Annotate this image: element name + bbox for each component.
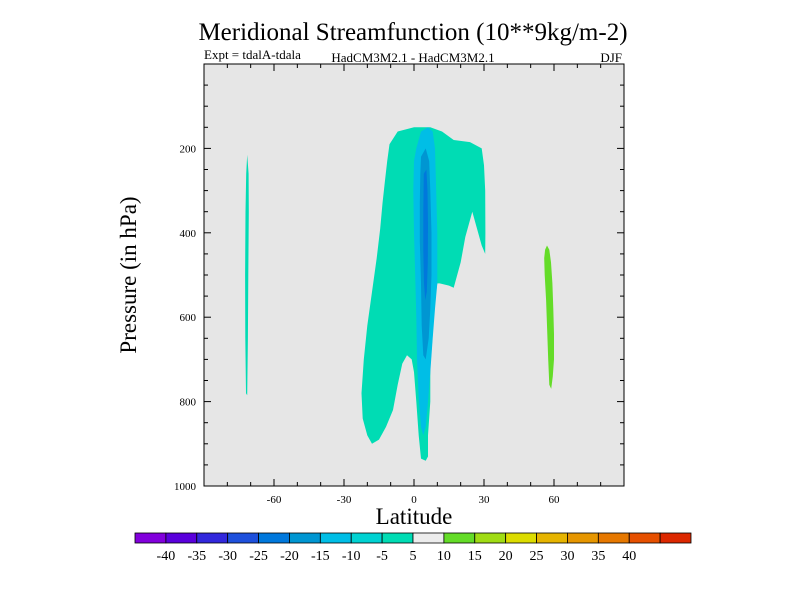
colorbar-label: 25 <box>530 549 544 564</box>
colorbar-swatch <box>443 532 476 544</box>
x-tick-label: -60 <box>267 494 282 506</box>
colorbar-label: 30 <box>560 549 574 564</box>
y-tick-label: 400 <box>180 228 197 240</box>
y-tick-label: 200 <box>180 143 197 155</box>
colorbar-label: -30 <box>218 549 237 564</box>
colorbar-label: -10 <box>342 549 361 564</box>
x-tick-label: 30 <box>479 494 491 506</box>
x-tick-label: 60 <box>549 494 561 506</box>
colorbar-swatch <box>412 532 445 544</box>
y-tick-label: 1000 <box>174 481 197 493</box>
colorbar-swatch <box>628 532 661 544</box>
colorbar-swatch <box>505 532 537 544</box>
colorbar-label: 20 <box>499 549 513 564</box>
subtitle-models: HadCM3M2.1 - HadCM3M2.1 <box>331 50 494 65</box>
colorbar-label: 35 <box>591 549 605 564</box>
colorbar-label: 5 <box>410 549 417 564</box>
colorbar-swatch <box>258 532 290 544</box>
colorbar-label: -20 <box>280 549 299 564</box>
colorbar-label: -15 <box>311 549 330 564</box>
colorbar-swatch <box>659 532 692 544</box>
region-minus5-to-minus10-sh-highlat <box>245 154 249 396</box>
colorbar-label: 15 <box>468 549 482 564</box>
colorbar-swatch <box>567 532 599 544</box>
colorbar-label: -35 <box>187 549 206 564</box>
colorbar-swatch <box>227 532 259 544</box>
colorbar-label: -25 <box>249 549 268 564</box>
colorbar-label: 10 <box>437 549 451 564</box>
colorbar-swatch <box>289 532 321 544</box>
y-tick-label: 600 <box>180 312 197 324</box>
colorbar-swatch <box>381 532 414 544</box>
region-5-to-10-nh-midlat <box>544 245 554 389</box>
colorbar-label: -5 <box>376 549 388 564</box>
colorbar-label: -40 <box>157 549 176 564</box>
x-tick-label: -30 <box>337 494 352 506</box>
colorbar-label: 40 <box>622 549 636 564</box>
region-minus20-to-minus25-tropics <box>423 169 428 301</box>
x-tick-labels: -60 -30 0 30 60 <box>267 494 560 506</box>
colorbar-swatch <box>474 532 507 544</box>
subtitle-expt: Expt = tdalA-tdala <box>204 47 301 62</box>
x-axis-label: Latitude <box>376 504 453 529</box>
chart-title: Meridional Streamfunction (10**9kg/m-2) <box>198 19 627 46</box>
colorbar-swatch <box>597 532 630 544</box>
colorbar-swatch <box>536 532 568 544</box>
contour-regions <box>245 127 554 461</box>
subtitle-season: DJF <box>600 50 622 65</box>
colorbar-swatch <box>319 532 352 544</box>
axis-ticks <box>203 63 625 487</box>
colorbar-swatch <box>165 532 198 544</box>
x-tick-label: 0 <box>411 494 417 506</box>
colorbar-swatch <box>134 532 167 544</box>
y-tick-label: 800 <box>180 397 197 409</box>
y-axis-label: Pressure (in hPa) <box>116 196 141 353</box>
colorbar-swatch <box>196 532 229 544</box>
colorbar: -40 -35 -30 -25 -20 -15 -10 -5 5 10 15 20 25 30 35 40 <box>134 532 692 564</box>
y-tick-labels: 200 400 600 800 1000 <box>174 143 197 493</box>
colorbar-swatch <box>350 532 383 544</box>
